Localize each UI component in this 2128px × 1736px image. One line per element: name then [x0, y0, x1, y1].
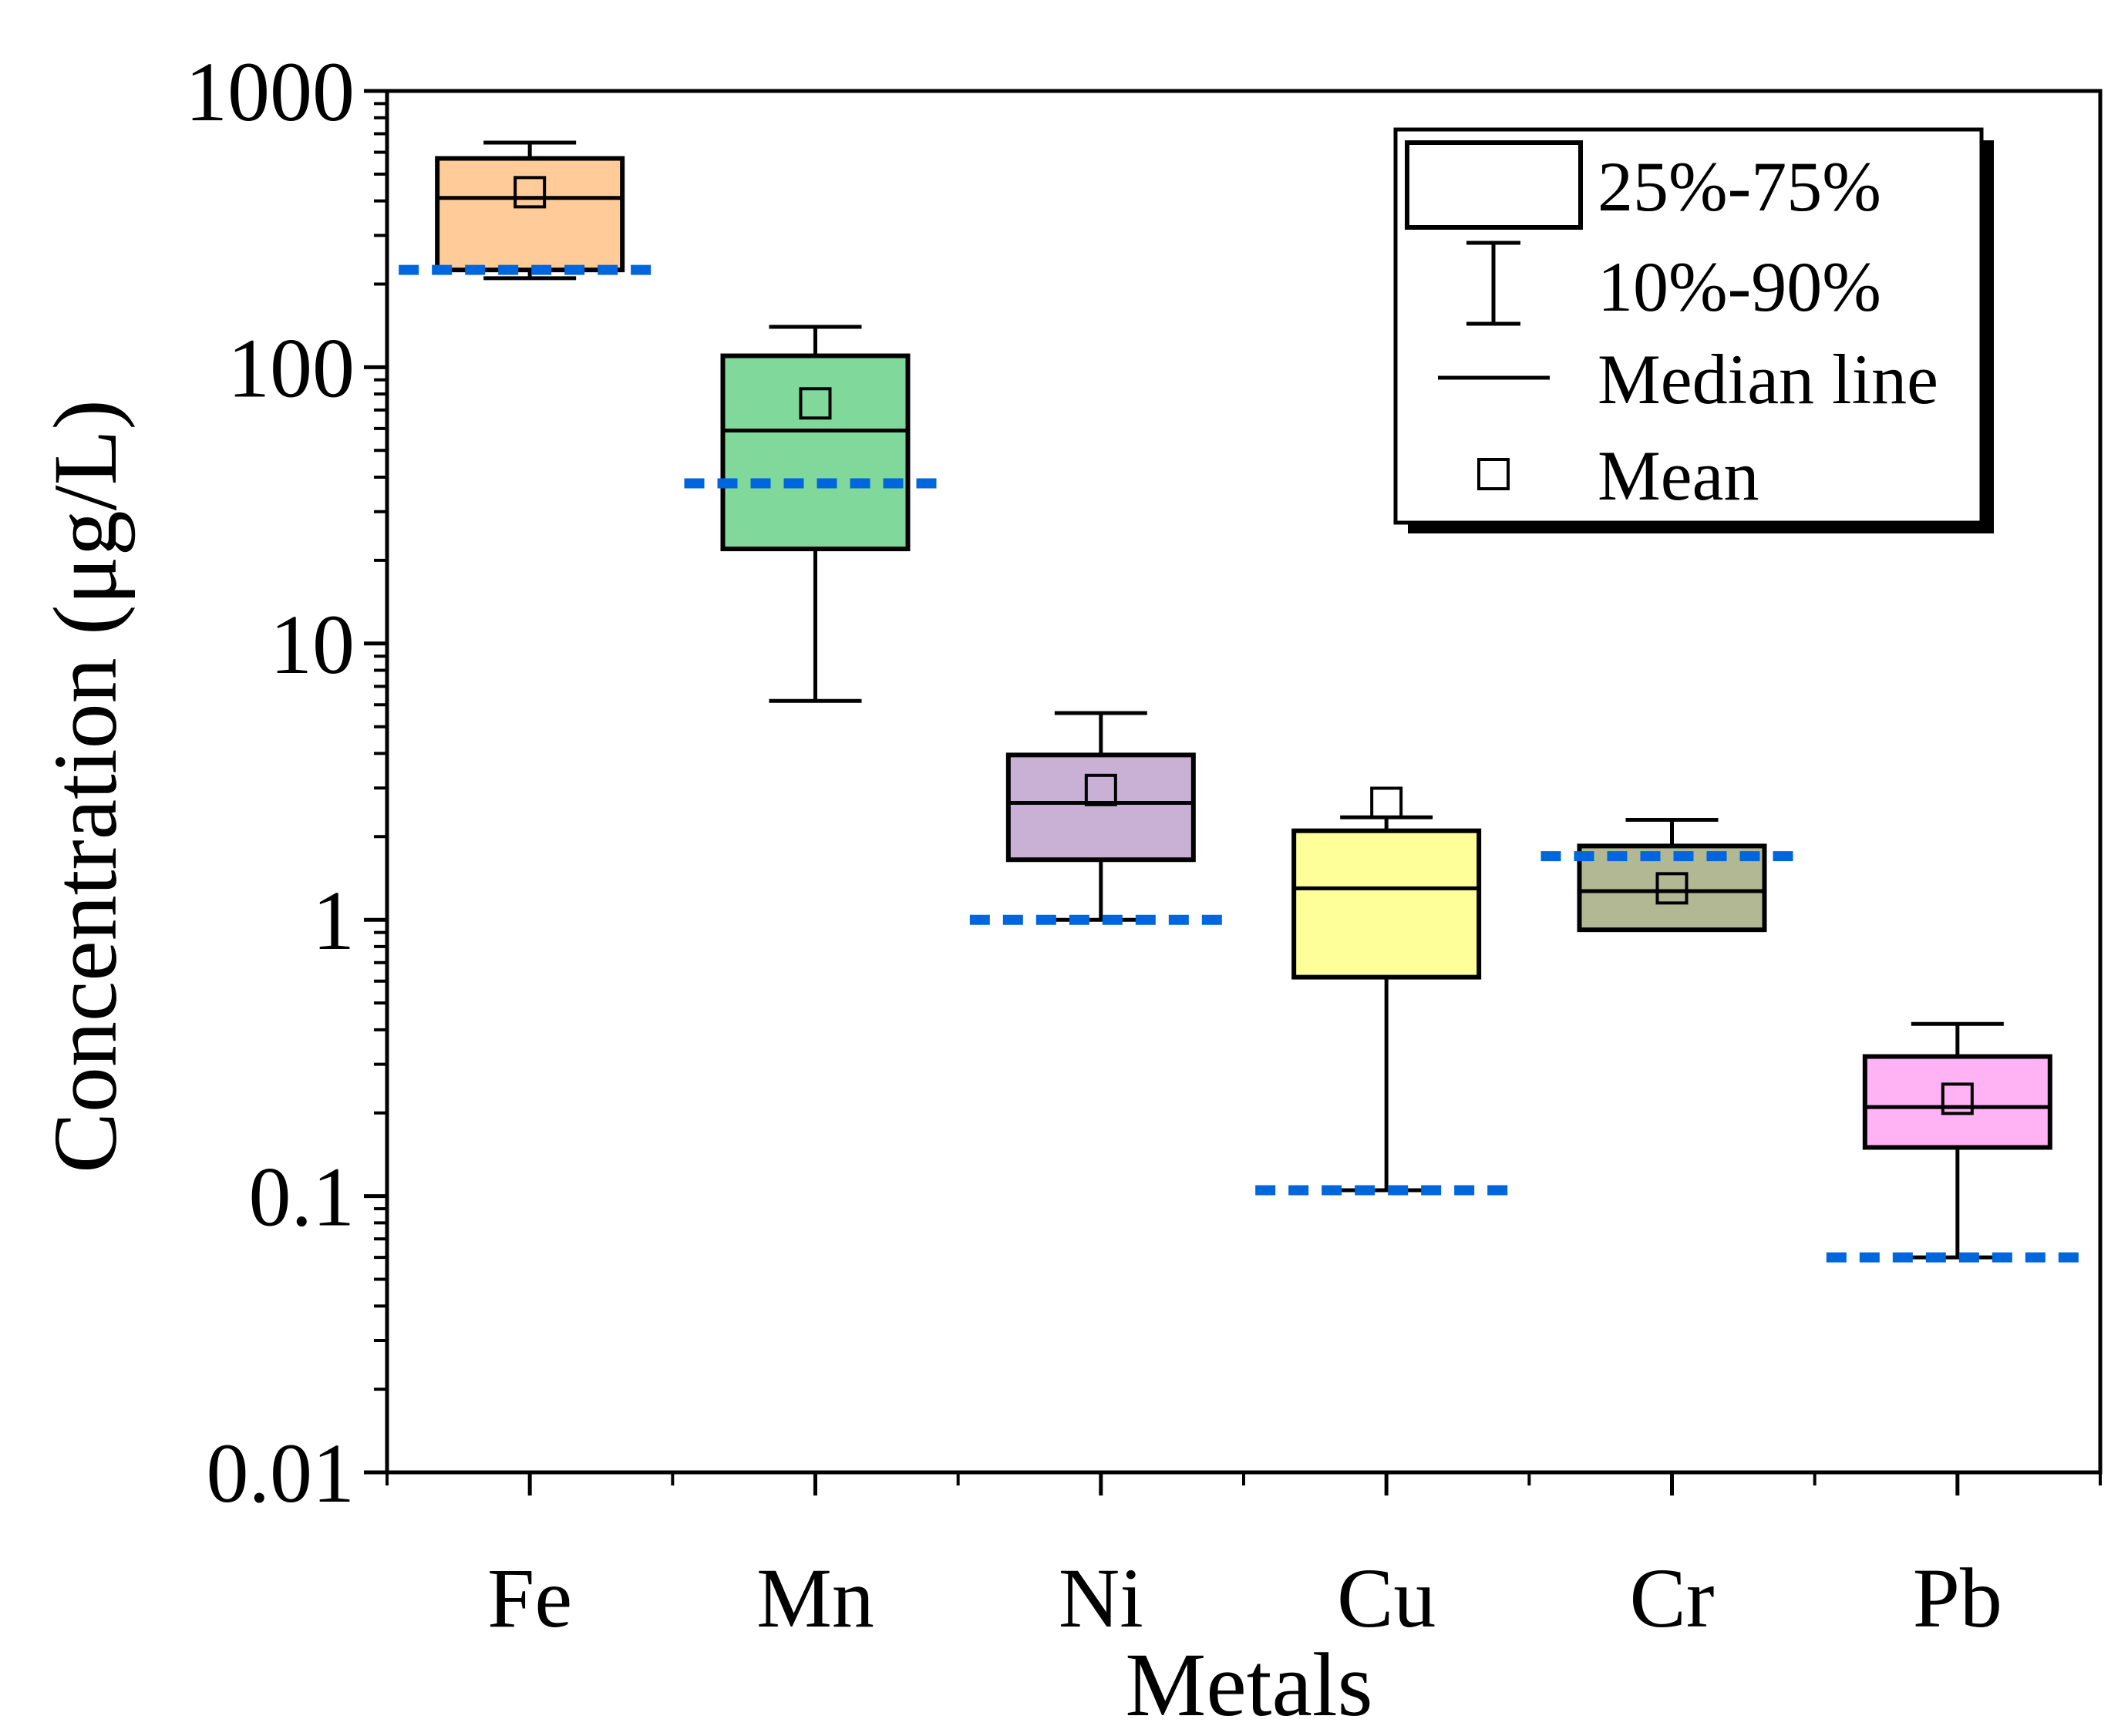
mean-marker — [513, 176, 547, 209]
y-tick-label: 1000 — [185, 45, 355, 139]
mean-marker — [799, 387, 832, 420]
legend-entry-square: Mean — [1477, 436, 1759, 515]
iqr-box — [435, 156, 625, 273]
mean-marker — [1655, 872, 1689, 905]
legend-entry-line: Median line — [1438, 340, 1938, 419]
reference-lines — [399, 264, 2089, 1263]
iqr-box — [1862, 1054, 2052, 1150]
y-tick-label: 10 — [270, 597, 355, 691]
x-tick-label: Mn — [756, 1551, 874, 1645]
legend-entry-box: 25%-75% — [1405, 140, 1881, 230]
legend-label: 25%-75% — [1598, 147, 1881, 226]
y-axis: 0.01 0.1 1 10 100 1000 — [185, 45, 387, 1520]
x-tick-label: Cr — [1630, 1551, 1715, 1645]
y-tick-label: 0.01 — [207, 1426, 355, 1520]
y-axis-title: Concentration (μg/L) — [35, 399, 136, 1173]
iqr-box — [1291, 828, 1482, 980]
x-axis: Fe Mn Ni Cu Cr Pb — [386, 1472, 2102, 1645]
box-cr — [1577, 818, 1767, 933]
y-tick-label: 1 — [312, 873, 355, 967]
iqr-box — [1005, 752, 1196, 863]
iqr-box — [720, 353, 911, 552]
x-tick-label: Ni — [1059, 1551, 1143, 1645]
box-pb — [1862, 1021, 2052, 1260]
box-fe — [435, 140, 625, 281]
legend-label: 10%-90% — [1598, 247, 1881, 326]
legend: 25%-75% 10%-90% Median line Mean — [1393, 127, 1994, 533]
box-mn — [720, 325, 911, 703]
y-tick-label: 0.1 — [249, 1150, 355, 1244]
x-tick-label: Pb — [1913, 1551, 2002, 1645]
y-tick-label: 100 — [227, 321, 355, 415]
legend-label: Median line — [1598, 340, 1938, 419]
legend-mean-symbol — [1477, 458, 1510, 490]
x-tick-label: Cu — [1337, 1551, 1436, 1645]
legend-label: Mean — [1598, 436, 1759, 515]
x-axis-title: Metals — [1125, 1634, 1372, 1735]
legend-box-symbol — [1405, 140, 1583, 230]
mean-marker — [1370, 786, 1403, 819]
plot-area: 0.01 0.1 1 10 100 1000 Fe Mn Ni Cu Cr Pb — [185, 45, 2103, 1645]
mean-marker — [1084, 773, 1117, 806]
x-tick-label: Fe — [487, 1551, 572, 1645]
box-ni — [1005, 711, 1196, 922]
mean-marker — [1941, 1082, 1974, 1115]
legend-entry-whisker: 10%-90% — [1466, 241, 1881, 326]
box-cu — [1291, 786, 1482, 1193]
legend-items: 25%-75% 10%-90% Median line Mean — [1405, 140, 1938, 515]
